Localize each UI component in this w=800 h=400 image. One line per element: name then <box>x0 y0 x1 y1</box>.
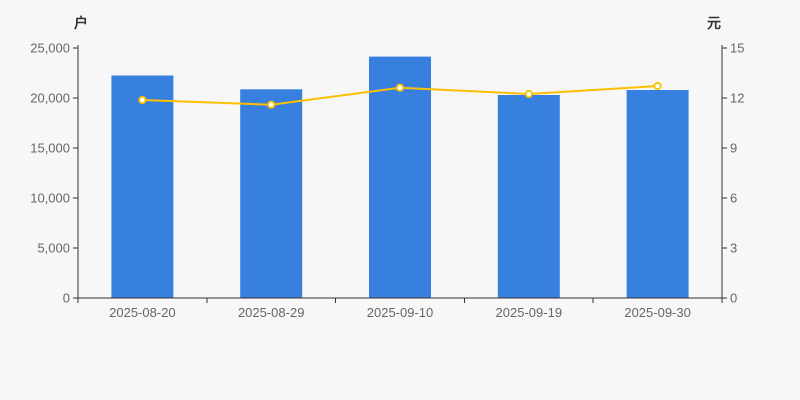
left-axis-title: 户 <box>74 15 88 31</box>
right-axis-tick-label: 9 <box>730 141 737 156</box>
x-axis-label: 2025-09-30 <box>624 305 691 320</box>
line-point-2025-09-30[interactable] <box>653 81 662 91</box>
right-axis-tick-label: 12 <box>730 91 744 106</box>
x-axis-label: 2025-08-29 <box>238 305 305 320</box>
bar-2025-08-29[interactable] <box>240 89 303 298</box>
bar-2025-08-20[interactable] <box>111 75 174 299</box>
x-axis-label: 2025-08-20 <box>109 305 176 320</box>
left-axis-tick-label: 25,000 <box>30 41 70 56</box>
left-axis-tick-label: 10,000 <box>30 191 70 206</box>
right-axis-tick-label: 0 <box>730 291 737 306</box>
bar-2025-09-30[interactable] <box>626 90 689 298</box>
line-point-2025-08-20[interactable] <box>138 95 147 105</box>
right-axis-tick-label: 3 <box>730 241 737 256</box>
right-axis-tick-label: 6 <box>730 191 737 206</box>
x-axis-label: 2025-09-19 <box>496 305 563 320</box>
bar-2025-09-19[interactable] <box>497 95 560 298</box>
left-axis-tick-label: 5,000 <box>37 241 70 256</box>
left-axis-tick-label: 20,000 <box>30 91 70 106</box>
line-point-2025-08-29[interactable] <box>267 100 276 109</box>
right-axis-tick-label: 15 <box>730 41 744 56</box>
left-axis-tick-label: 0 <box>63 291 70 306</box>
bar-2025-09-10[interactable] <box>369 56 431 298</box>
line-point-2025-09-19[interactable] <box>524 89 533 99</box>
line-point-2025-09-10[interactable] <box>395 83 405 92</box>
x-axis-label: 2025-09-10 <box>367 305 434 320</box>
right-axis-title: 元 <box>707 15 721 31</box>
left-axis-tick-label: 15,000 <box>30 141 70 156</box>
